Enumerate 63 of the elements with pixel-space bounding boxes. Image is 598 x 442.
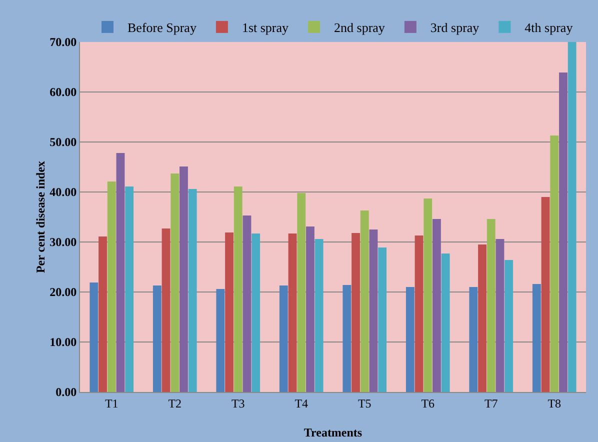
bar <box>279 286 288 392</box>
legend-label: 2nd spray <box>334 20 386 36</box>
bar <box>360 210 369 392</box>
bar <box>170 174 180 392</box>
bar <box>504 260 514 392</box>
bar <box>234 186 242 392</box>
x-tick-label: T3 <box>231 396 245 410</box>
y-tick-label: 20.00 <box>50 285 77 300</box>
y-tick-label: 30.00 <box>50 235 77 250</box>
bar <box>342 285 352 392</box>
bar <box>242 216 252 392</box>
bar <box>116 153 125 392</box>
y-tick-label: 0.00 <box>56 385 77 400</box>
bar <box>98 236 107 392</box>
bar <box>469 287 478 392</box>
bar <box>496 239 504 392</box>
bar <box>314 239 324 392</box>
x-tick-label: T1 <box>104 396 118 410</box>
y-tick-label: 70.00 <box>50 35 77 50</box>
bar <box>125 186 134 392</box>
bar <box>432 219 441 392</box>
x-tick-label: T6 <box>421 396 435 410</box>
legend-label: 4th spray <box>524 20 574 36</box>
bar <box>424 198 432 392</box>
bar <box>550 136 559 392</box>
bar <box>180 166 188 392</box>
bar <box>107 182 116 392</box>
bar <box>478 244 486 392</box>
bar <box>369 230 378 392</box>
bar <box>352 233 360 392</box>
bar <box>532 284 541 392</box>
bar <box>378 248 387 392</box>
bar <box>441 254 450 392</box>
y-tick-label: 40.00 <box>50 185 77 200</box>
bar <box>414 236 424 392</box>
bar <box>568 42 576 392</box>
y-tick-label: 50.00 <box>50 135 77 150</box>
bar <box>188 189 197 392</box>
bar <box>297 193 306 392</box>
legend-label: 3rd spray <box>430 20 480 36</box>
bar <box>486 219 496 392</box>
bar <box>406 287 414 392</box>
legend-label: Before Spray <box>128 20 197 36</box>
y-axis-title: Per cent disease index <box>34 160 48 274</box>
bar <box>288 234 297 392</box>
x-axis-title: Treatments <box>304 425 362 440</box>
legend-label: 1st spray <box>242 20 290 36</box>
x-tick-label: T8 <box>548 396 562 410</box>
x-tick-label: T2 <box>168 396 182 410</box>
y-tick-label: 60.00 <box>50 85 77 100</box>
bar <box>90 282 98 392</box>
bar <box>559 72 568 392</box>
x-tick-label: T4 <box>294 396 308 410</box>
bar <box>306 226 314 392</box>
y-tick-label: 10.00 <box>50 335 77 350</box>
bar <box>152 286 162 392</box>
x-tick-label: T5 <box>358 396 372 410</box>
x-tick-label: T7 <box>484 396 498 410</box>
bar <box>541 197 550 392</box>
bar <box>225 232 234 392</box>
bar <box>216 289 225 392</box>
bar <box>162 228 170 392</box>
bar <box>252 234 260 392</box>
